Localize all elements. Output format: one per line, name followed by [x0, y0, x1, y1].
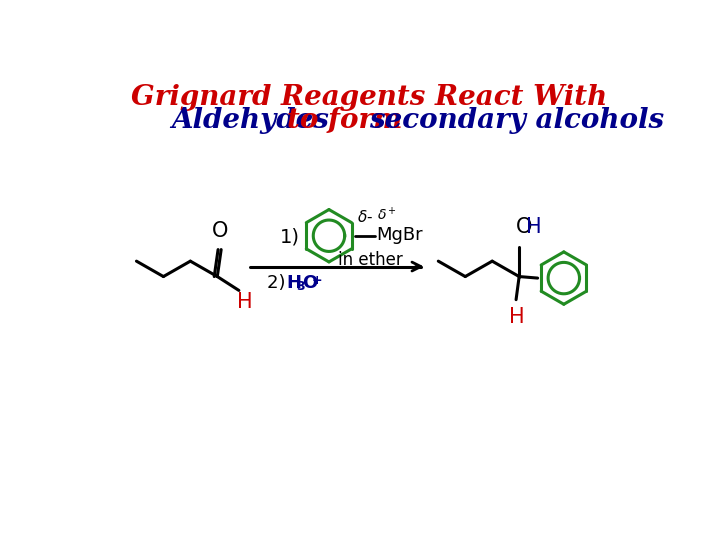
- Text: H: H: [287, 274, 302, 293]
- Text: +: +: [311, 274, 322, 287]
- Text: H: H: [526, 217, 541, 237]
- Text: 2): 2): [267, 274, 292, 293]
- Text: $\delta$-: $\delta$-: [356, 209, 373, 225]
- Text: secondary alcohols: secondary alcohols: [369, 107, 664, 134]
- Text: to form: to form: [287, 107, 413, 134]
- Text: O: O: [516, 217, 533, 237]
- Text: H: H: [509, 307, 525, 327]
- Text: MgBr: MgBr: [376, 226, 423, 244]
- Text: Grignard Reagents React With: Grignard Reagents React With: [131, 84, 607, 111]
- Text: Aldehydes: Aldehydes: [171, 107, 338, 134]
- Text: in ether: in ether: [338, 251, 403, 269]
- Text: 1): 1): [279, 228, 300, 247]
- Text: $\delta$$^+$: $\delta$$^+$: [377, 206, 396, 224]
- Text: 3: 3: [296, 280, 305, 293]
- Text: H: H: [237, 292, 253, 312]
- Text: O: O: [302, 274, 318, 293]
- Text: O: O: [212, 221, 228, 241]
